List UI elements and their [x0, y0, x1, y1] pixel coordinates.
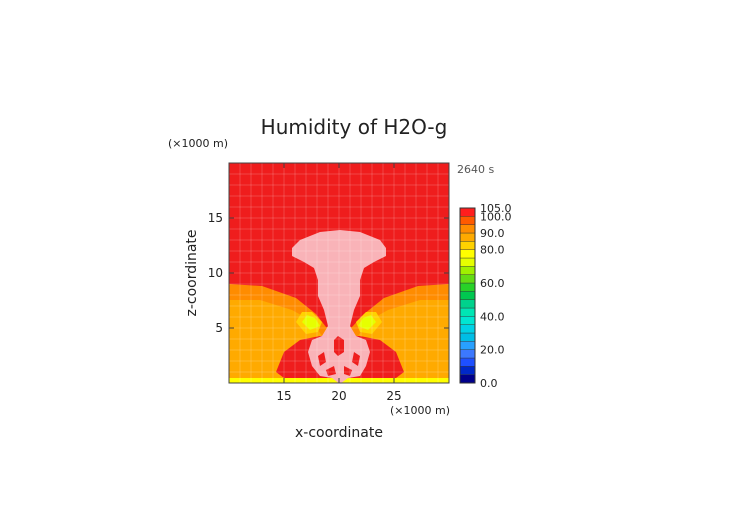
humidity-field	[229, 163, 449, 383]
time-label: 2640 s	[457, 163, 494, 176]
colorbar-swatch	[459, 332, 476, 342]
x-tick-label: 25	[386, 389, 401, 403]
colorbar-swatch	[459, 257, 476, 267]
colorbar-swatch	[459, 224, 476, 234]
colorbar-label: 80.0	[480, 244, 505, 257]
colorbar-swatch	[459, 241, 476, 250]
axis-ticks: 15 20 25 5 10 15	[208, 163, 449, 403]
plume-hole	[352, 352, 360, 366]
x-tick-label: 20	[331, 389, 346, 403]
colorbar-swatch	[459, 274, 476, 284]
colorbar-swatch	[459, 374, 476, 384]
y-tick-label: 5	[215, 321, 223, 335]
colorbar-label: 90.0	[480, 227, 505, 240]
colorbar-label: 40.0	[480, 310, 505, 323]
colorbar-swatch	[459, 216, 476, 225]
colorbar-swatch	[459, 307, 476, 317]
colorbar-swatch	[459, 366, 476, 375]
x-tick-label: 15	[276, 389, 291, 403]
colorbar-label: 20.0	[480, 344, 505, 357]
colorbar-swatch	[459, 299, 476, 309]
colorbar-swatch	[459, 249, 476, 259]
colorbar-swatch	[459, 291, 476, 300]
x-unit-label: (×1000 m)	[390, 404, 450, 417]
colorbar-swatch	[459, 324, 476, 334]
colorbar-label: 105.0	[480, 202, 512, 215]
y-axis-label: z-coordinate	[184, 229, 200, 316]
saturated-plume-region	[292, 230, 386, 383]
left-lobe-core	[302, 315, 320, 330]
y-tick-label: 15	[208, 211, 223, 225]
chart-title: Humidity of H2O-g	[261, 115, 448, 139]
plume-hole	[344, 366, 352, 376]
colorbar-frame	[459, 207, 476, 384]
x-axis-label: x-coordinate	[295, 425, 383, 441]
mesh-lines	[229, 163, 449, 383]
colorbar-label: 60.0	[480, 277, 505, 290]
colorbar-swatch	[459, 282, 476, 292]
colorbar-swatch	[459, 316, 476, 325]
colorbar-swatch	[459, 341, 476, 350]
y-unit-label: (×1000 m)	[168, 137, 228, 150]
colorbar-swatch	[459, 207, 476, 217]
y-tick-label: 10	[208, 266, 223, 280]
colorbar-swatch	[459, 266, 476, 275]
colorbar-label: 100.0	[480, 210, 512, 223]
plume-hole	[318, 352, 326, 366]
plume-hole	[334, 336, 344, 356]
right-lobe-core	[358, 315, 376, 330]
colorbar-swatch	[459, 232, 476, 242]
colorbar-swatch	[459, 357, 476, 367]
colorbar-swatch	[459, 349, 476, 359]
plume-hole	[326, 366, 336, 376]
colorbar-label: 0.0	[480, 377, 498, 390]
